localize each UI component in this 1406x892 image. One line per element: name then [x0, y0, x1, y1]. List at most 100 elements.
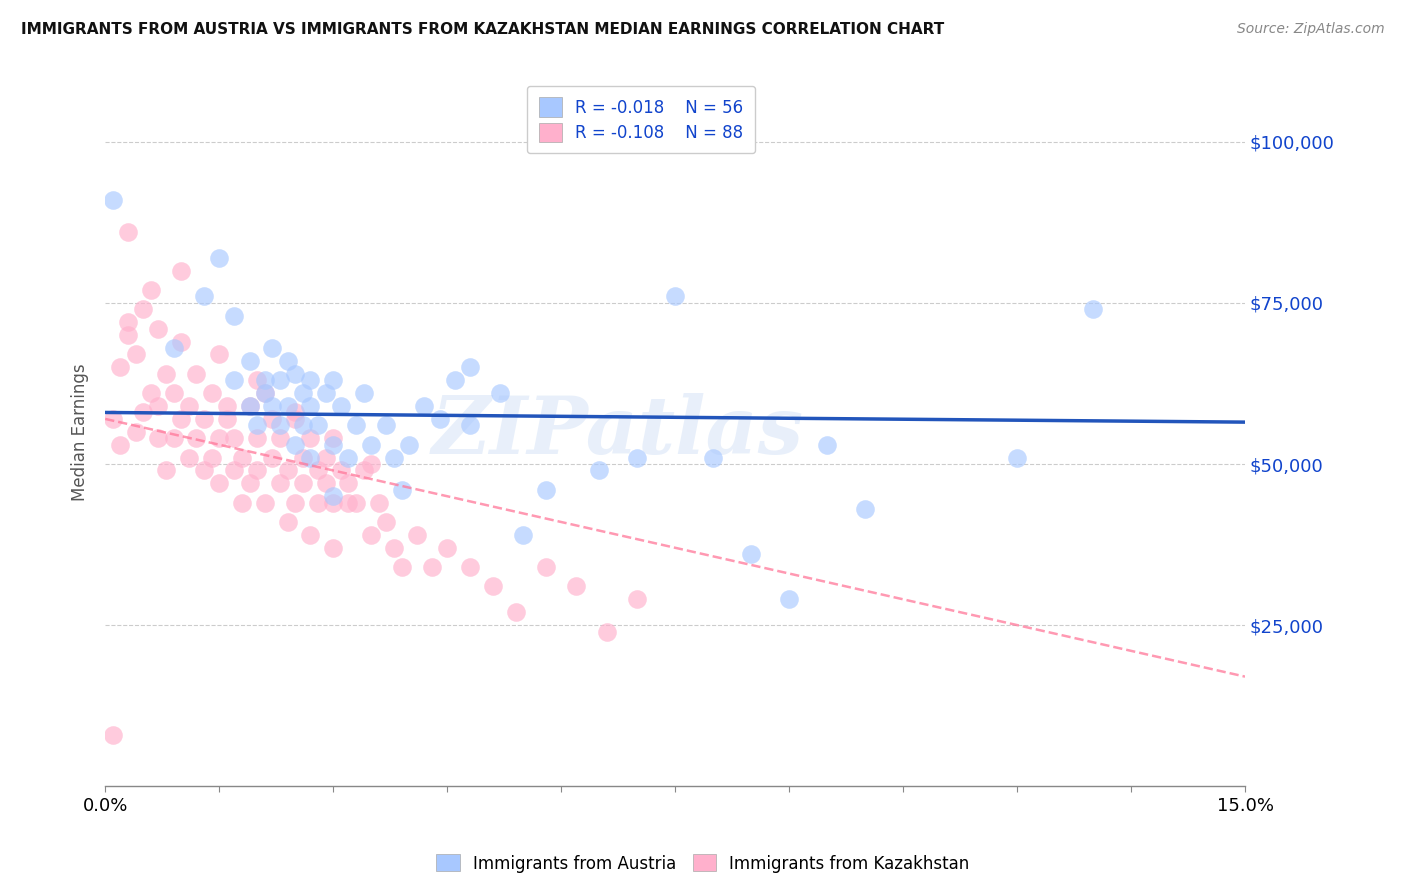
Point	[239, 399, 262, 413]
Point	[353, 463, 375, 477]
Point	[429, 412, 451, 426]
Point	[239, 354, 262, 368]
Point	[269, 418, 291, 433]
Point	[375, 418, 398, 433]
Point	[413, 399, 436, 413]
Text: IMMIGRANTS FROM AUSTRIA VS IMMIGRANTS FROM KAZAKHSTAN MEDIAN EARNINGS CORRELATIO: IMMIGRANTS FROM AUSTRIA VS IMMIGRANTS FR…	[21, 22, 945, 37]
Point	[253, 373, 276, 387]
Point	[291, 386, 314, 401]
Point	[315, 476, 337, 491]
Point	[307, 496, 329, 510]
Point	[246, 431, 269, 445]
Point	[322, 541, 344, 555]
Point	[360, 457, 382, 471]
Point	[291, 450, 314, 465]
Point	[132, 302, 155, 317]
Point	[458, 418, 481, 433]
Point	[353, 386, 375, 401]
Point	[405, 528, 427, 542]
Point	[626, 450, 648, 465]
Point	[253, 386, 276, 401]
Point	[307, 463, 329, 477]
Point	[110, 360, 132, 375]
Point	[565, 579, 588, 593]
Point	[284, 496, 307, 510]
Point	[420, 560, 443, 574]
Point	[626, 592, 648, 607]
Point	[215, 399, 238, 413]
Point	[110, 438, 132, 452]
Point	[512, 528, 534, 542]
Point	[231, 496, 253, 510]
Point	[436, 541, 458, 555]
Point	[337, 476, 360, 491]
Point	[269, 476, 291, 491]
Point	[299, 373, 322, 387]
Point	[155, 463, 177, 477]
Point	[246, 373, 269, 387]
Point	[322, 373, 344, 387]
Point	[322, 438, 344, 452]
Point	[391, 560, 413, 574]
Point	[702, 450, 724, 465]
Point	[208, 431, 231, 445]
Point	[299, 450, 322, 465]
Point	[337, 496, 360, 510]
Point	[262, 399, 284, 413]
Point	[262, 450, 284, 465]
Point	[284, 367, 307, 381]
Point	[534, 560, 557, 574]
Point	[458, 360, 481, 375]
Point	[291, 476, 314, 491]
Point	[588, 463, 610, 477]
Point	[367, 496, 389, 510]
Point	[170, 412, 193, 426]
Point	[375, 515, 398, 529]
Point	[277, 515, 299, 529]
Point	[262, 341, 284, 355]
Point	[246, 463, 269, 477]
Point	[200, 450, 222, 465]
Point	[246, 418, 269, 433]
Point	[162, 431, 184, 445]
Point	[284, 412, 307, 426]
Point	[740, 547, 762, 561]
Point	[215, 412, 238, 426]
Point	[505, 605, 527, 619]
Point	[208, 347, 231, 361]
Point	[139, 386, 162, 401]
Point	[139, 283, 162, 297]
Point	[162, 386, 184, 401]
Point	[1005, 450, 1028, 465]
Point	[344, 496, 367, 510]
Point	[322, 431, 344, 445]
Point	[299, 431, 322, 445]
Point	[193, 412, 215, 426]
Point	[329, 463, 352, 477]
Point	[253, 386, 276, 401]
Point	[124, 347, 146, 361]
Point	[239, 476, 262, 491]
Point	[534, 483, 557, 497]
Point	[315, 386, 337, 401]
Point	[269, 373, 291, 387]
Point	[224, 431, 246, 445]
Y-axis label: Median Earnings: Median Earnings	[72, 363, 89, 500]
Point	[344, 418, 367, 433]
Point	[101, 193, 124, 207]
Point	[360, 438, 382, 452]
Point	[443, 373, 465, 387]
Point	[307, 418, 329, 433]
Point	[239, 399, 262, 413]
Point	[170, 334, 193, 349]
Point	[148, 322, 170, 336]
Point	[208, 476, 231, 491]
Point	[224, 373, 246, 387]
Point	[299, 528, 322, 542]
Point	[299, 399, 322, 413]
Point	[117, 225, 139, 239]
Point	[277, 463, 299, 477]
Point	[155, 367, 177, 381]
Point	[177, 399, 200, 413]
Legend: R = -0.018    N = 56, R = -0.108    N = 88: R = -0.018 N = 56, R = -0.108 N = 88	[527, 86, 755, 153]
